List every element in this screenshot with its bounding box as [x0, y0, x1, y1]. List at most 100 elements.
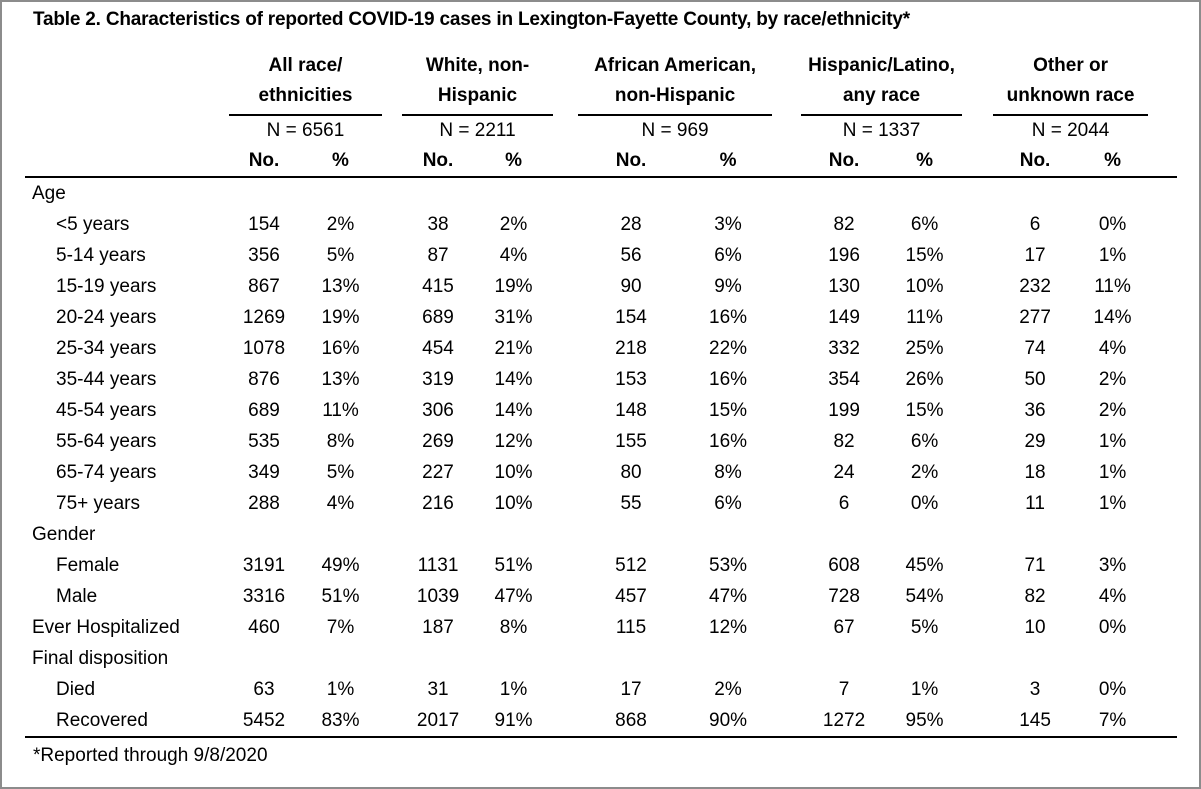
- value-cell-pct: 15%: [905, 245, 944, 266]
- value-cell-pct: 10%: [494, 493, 533, 514]
- table-row: 45-54 years 689 11% 306 14% 148 15% 199 15% 36 2%: [25, 395, 1177, 426]
- value-cell-pct: 10%: [494, 462, 533, 483]
- value-cell-pct: 4%: [499, 245, 528, 266]
- value-cell-no: [402, 643, 474, 674]
- value-cell-pct: 3%: [714, 214, 742, 235]
- group-gap: [772, 271, 801, 302]
- value-cell-no: 457: [615, 586, 647, 607]
- group-gap: [382, 177, 402, 209]
- value-cell-no: 535: [248, 431, 280, 452]
- value-cell-pct: 21%: [494, 338, 533, 359]
- group-gap: [962, 643, 993, 674]
- group-gap: [382, 209, 402, 240]
- value-cell-no: 1131: [417, 555, 459, 576]
- group-gap: [962, 674, 993, 705]
- row-label: 5-14 years: [56, 245, 146, 266]
- row-label: 20-24 years: [56, 307, 157, 328]
- table-body: Age <5 years 154 2% 38 2% 28 3% 82 6% 6 0% 5-14 year…: [25, 177, 1178, 738]
- row-label: Male: [56, 586, 98, 607]
- value-cell-no: 28: [620, 214, 642, 235]
- value-cell-pct: [684, 177, 772, 209]
- value-cell-pct: 53%: [709, 555, 748, 576]
- group-gap: [1148, 612, 1177, 643]
- group-gap: [772, 550, 801, 581]
- pct-column-header: %: [1077, 146, 1149, 178]
- table-row: Died 63 1% 31 1% 17 2% 7 1% 3 0%: [25, 674, 1177, 705]
- n-values-row: N = 6561 N = 2211 N = 969 N = 1337 N = 2044: [25, 115, 1177, 146]
- value-cell-pct: [299, 177, 382, 209]
- group-gap: [962, 581, 993, 612]
- pct-column-header: %: [474, 146, 554, 178]
- group-gap: [553, 705, 579, 738]
- value-cell-no: 90: [620, 276, 642, 297]
- value-cell-pct: 8%: [714, 462, 742, 483]
- value-cell-pct: 2%: [910, 462, 939, 483]
- value-cell-pct: 4%: [1098, 338, 1127, 359]
- value-cell-no: [402, 519, 474, 550]
- group-gap: [553, 177, 578, 209]
- value-cell-pct: 54%: [905, 586, 944, 607]
- group-gap: [553, 612, 578, 643]
- group-header-line2: ethnicities: [258, 85, 353, 106]
- group-n-value: N = 2211: [439, 120, 516, 141]
- value-cell-pct: 1%: [1098, 493, 1127, 514]
- value-cell-pct: 14%: [1093, 307, 1132, 328]
- value-cell-pct: 8%: [326, 431, 355, 452]
- group-gap: [382, 146, 403, 178]
- value-cell-pct: [299, 519, 382, 550]
- covid-cases-table: All race/ethnicities White, non- Hispanic A…: [25, 45, 1178, 738]
- group-gap: [1148, 426, 1177, 457]
- value-cell-pct: 5%: [910, 617, 939, 638]
- value-cell-no: 17: [1024, 245, 1046, 266]
- value-cell-no: 3191: [242, 555, 286, 576]
- value-cell-no: 56: [620, 245, 642, 266]
- value-cell-pct: [1077, 177, 1148, 209]
- value-cell-pct: [1077, 643, 1148, 674]
- group-header-line2: non-Hispanic: [614, 85, 736, 106]
- value-cell-pct: 19%: [494, 276, 533, 297]
- section-row: Final disposition: [25, 643, 1177, 674]
- value-cell-no: 227: [422, 462, 454, 483]
- group-n-value: N = 1337: [842, 120, 921, 141]
- value-cell-no: [229, 643, 299, 674]
- group-gap: [1148, 643, 1177, 674]
- value-cell-no: 415: [422, 276, 454, 297]
- value-cell-no: 10: [1024, 617, 1046, 638]
- value-cell-no: 29: [1024, 431, 1046, 452]
- group-gap: [382, 302, 402, 333]
- group-gap: [553, 115, 578, 146]
- value-cell-no: 154: [615, 307, 647, 328]
- no-column-header: No.: [402, 146, 475, 178]
- value-cell-no: 277: [1019, 307, 1051, 328]
- value-cell-pct: 51%: [494, 555, 533, 576]
- group-gap: [382, 333, 402, 364]
- value-cell-pct: 95%: [887, 705, 963, 738]
- group-gap: [962, 302, 993, 333]
- row-label: 25-34 years: [56, 338, 157, 359]
- group-gap: [962, 364, 993, 395]
- row-label: Age: [32, 183, 66, 204]
- value-cell-no: 608: [828, 555, 860, 576]
- group-gap: [553, 271, 578, 302]
- value-cell-pct: 1%: [499, 679, 528, 700]
- value-cell-no: 354: [828, 369, 860, 390]
- group-header-line1: African American,: [594, 55, 756, 76]
- group-header-line1: All race/: [268, 55, 343, 76]
- value-cell-no: 153: [615, 369, 647, 390]
- value-cell-pct: 3%: [1098, 555, 1127, 576]
- group-gap: [553, 302, 578, 333]
- no-column-header: No.: [993, 146, 1078, 178]
- value-cell-no: 17: [620, 679, 642, 700]
- group-gap: [962, 550, 993, 581]
- value-cell-no: 3: [1029, 679, 1041, 700]
- value-cell-no: 454: [422, 338, 454, 359]
- row-label: Died: [56, 679, 96, 700]
- value-cell-pct: 7%: [326, 617, 355, 638]
- group-gap: [962, 333, 993, 364]
- table-row: Male 3316 51% 1039 47% 457 47% 728 54% 82 4%: [25, 581, 1177, 612]
- group-gap: [772, 395, 801, 426]
- value-cell-pct: 16%: [709, 369, 748, 390]
- group-gap: [1148, 240, 1177, 271]
- value-cell-pct: [299, 643, 382, 674]
- value-cell-no: 199: [828, 400, 860, 421]
